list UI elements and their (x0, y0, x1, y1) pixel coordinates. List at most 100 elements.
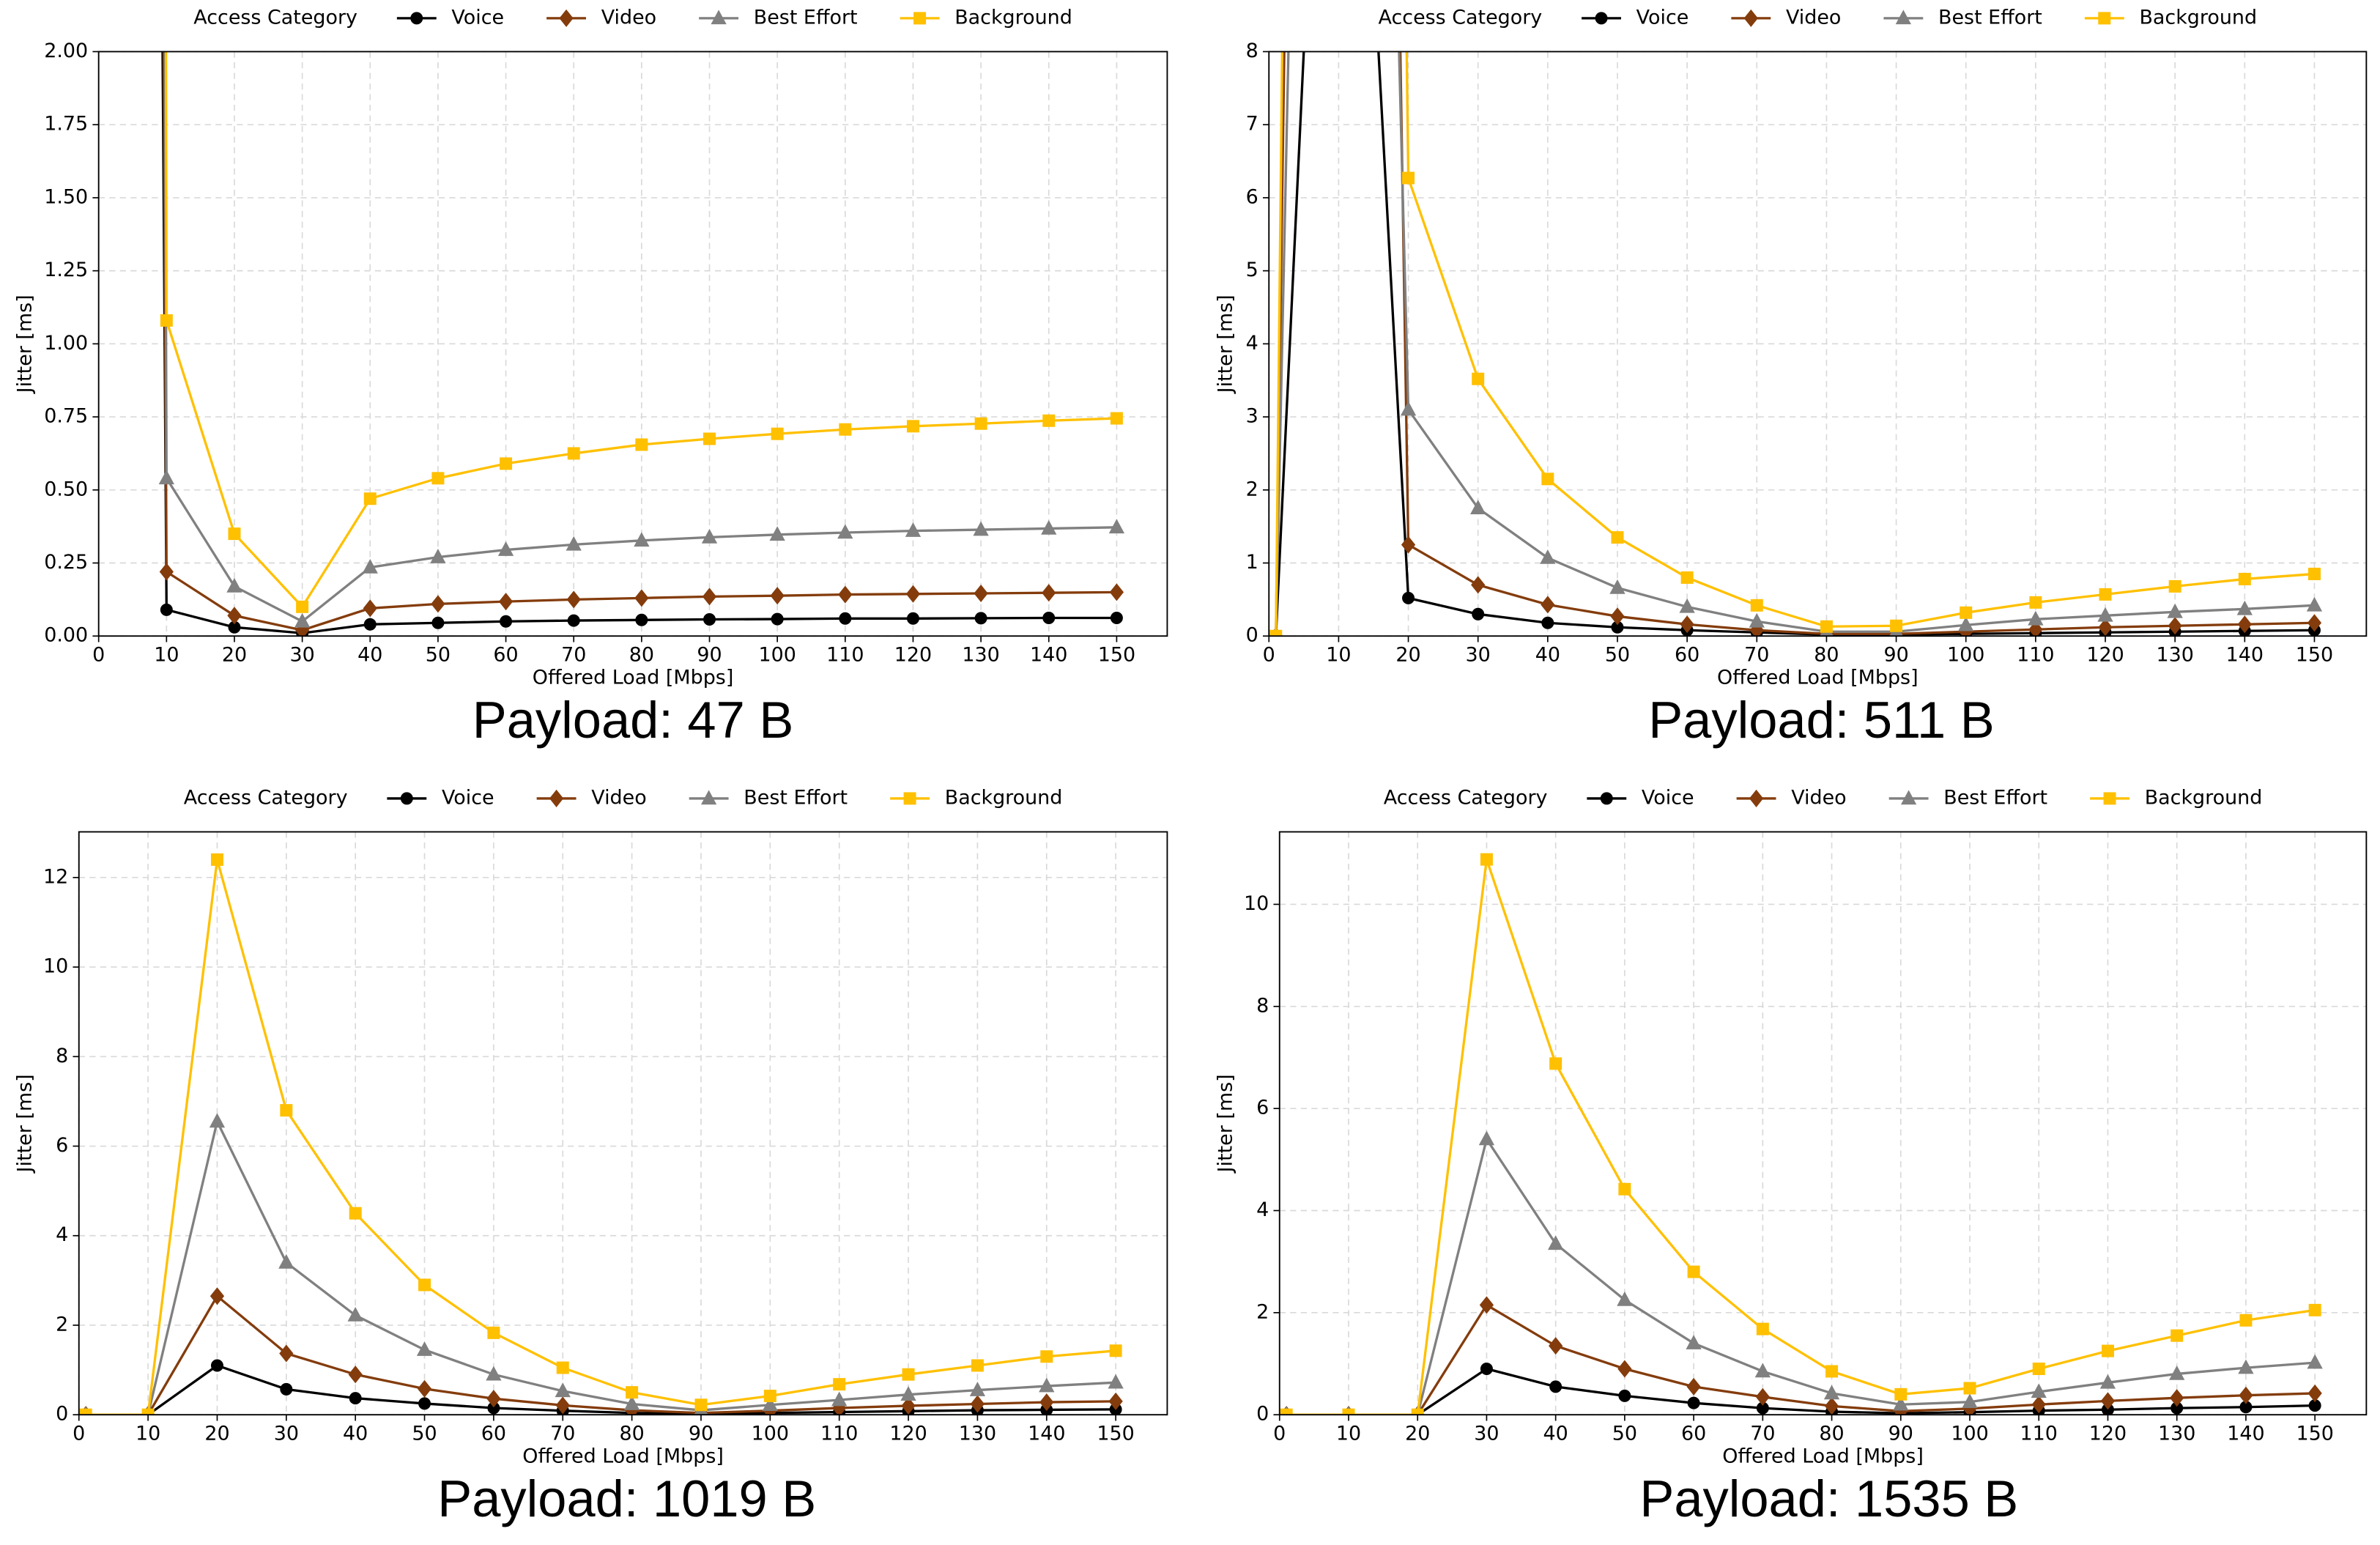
legend-label: Voice (442, 786, 494, 809)
marker (1825, 1365, 1839, 1378)
marker (2100, 1392, 2116, 1410)
marker (902, 1368, 915, 1381)
marker (1110, 611, 1123, 624)
marker (771, 612, 784, 626)
marker (556, 1361, 569, 1374)
x-tick-label: 50 (1605, 644, 1630, 667)
marker (1893, 1396, 1909, 1411)
marker (160, 603, 173, 616)
marker (210, 1359, 223, 1372)
marker (1618, 1389, 1631, 1402)
y-tick-label: 0.75 (44, 405, 88, 428)
marker (1823, 1385, 1840, 1400)
marker (1470, 500, 1486, 515)
x-tick-label: 140 (2227, 1423, 2264, 1445)
y-tick-label: 0 (1246, 624, 1258, 647)
marker (1595, 12, 1608, 25)
marker (973, 521, 989, 536)
x-tick-label: 110 (2017, 644, 2054, 667)
x-tick-label: 140 (1028, 1423, 1065, 1445)
marker (228, 527, 241, 541)
marker (2168, 617, 2182, 635)
marker (1402, 171, 1415, 185)
marker (141, 1408, 155, 1415)
x-tick-label: 80 (619, 1423, 644, 1445)
marker (839, 612, 852, 625)
marker (431, 472, 445, 485)
legend-title: Access Category (1384, 786, 1548, 809)
x-tick-label: 110 (820, 1423, 858, 1445)
legend-label: Best Effort (754, 6, 858, 29)
marker (1963, 1382, 1976, 1395)
marker (1749, 612, 1765, 628)
x-tick-label: 60 (493, 644, 518, 667)
marker (486, 1390, 501, 1408)
marker (1471, 576, 1486, 594)
legend: Access Category Voice Video Best Effort Back… (1379, 6, 2258, 29)
marker (210, 853, 223, 866)
legend-label: Voice (1642, 786, 1694, 809)
line (161, 51, 1117, 634)
marker (555, 1396, 570, 1415)
marker (903, 792, 916, 805)
marker (831, 1391, 848, 1407)
marker (1958, 616, 1974, 631)
marker (1108, 1392, 1123, 1410)
legend-label: Video (591, 786, 646, 809)
marker (905, 585, 921, 603)
marker (2032, 1362, 2045, 1375)
y-tick-label: 0.50 (44, 478, 88, 500)
marker (362, 558, 378, 574)
marker (623, 1396, 640, 1410)
marker (906, 612, 919, 625)
marker (703, 432, 716, 445)
x-tick-label: 70 (1744, 644, 1769, 667)
marker (2167, 603, 2183, 618)
marker (1755, 1387, 1770, 1406)
marker (833, 1378, 846, 1391)
x-tick-label: 10 (1326, 644, 1351, 667)
marker (1754, 1363, 1771, 1378)
marker (363, 599, 377, 618)
y-axis-label: Jitter [ms] (14, 1074, 37, 1174)
marker (1109, 1344, 1122, 1357)
marker (694, 1398, 708, 1412)
marker (974, 612, 987, 625)
x-tick-label: 110 (2020, 1423, 2058, 1445)
marker (1541, 616, 1554, 629)
marker (209, 1113, 226, 1128)
marker (1686, 1335, 1702, 1349)
marker (416, 1341, 433, 1356)
x-tick-label: 70 (561, 644, 586, 667)
marker (634, 532, 650, 547)
marker (160, 314, 173, 327)
y-tick-label: 4 (56, 1223, 68, 1246)
marker (2029, 596, 2042, 609)
line (1275, 51, 2315, 637)
marker (1472, 607, 1485, 620)
marker (2236, 600, 2253, 615)
marker (839, 423, 852, 436)
marker (1686, 1377, 1701, 1396)
y-tick-label: 12 (43, 865, 68, 888)
marker (1472, 372, 1485, 385)
marker (2101, 1344, 2114, 1357)
marker (2098, 12, 2111, 25)
line (1286, 1135, 2316, 1415)
marker (2306, 596, 2323, 612)
marker (1962, 1393, 1978, 1409)
marker (418, 1278, 431, 1292)
marker (2168, 579, 2181, 593)
y-tick-label: 1.00 (44, 332, 88, 355)
marker (348, 1366, 363, 1384)
marker (769, 526, 785, 541)
x-axis-label: Offered Load [Mbps] (1717, 667, 1919, 689)
marker (486, 1366, 502, 1381)
marker (1824, 1397, 1839, 1415)
marker (417, 1379, 432, 1398)
x-tick-label: 150 (2296, 1423, 2333, 1445)
marker (837, 524, 853, 539)
marker (770, 587, 785, 605)
x-tick-label: 130 (959, 1423, 996, 1445)
marker (1679, 598, 1695, 613)
